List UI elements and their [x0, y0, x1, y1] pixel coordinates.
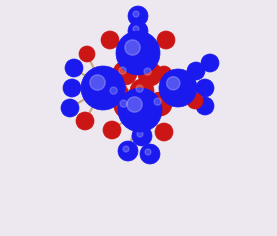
Circle shape [148, 92, 172, 116]
Circle shape [110, 87, 117, 94]
Circle shape [123, 146, 129, 152]
Circle shape [187, 93, 203, 109]
Circle shape [101, 31, 119, 49]
Circle shape [114, 94, 138, 118]
Circle shape [76, 112, 94, 130]
Circle shape [128, 21, 148, 41]
Circle shape [104, 81, 128, 105]
Circle shape [103, 121, 121, 139]
Circle shape [118, 88, 162, 132]
Circle shape [156, 66, 172, 82]
Circle shape [154, 98, 161, 105]
Circle shape [61, 99, 79, 117]
Circle shape [128, 6, 148, 26]
Circle shape [65, 59, 83, 77]
Circle shape [130, 79, 154, 103]
Circle shape [187, 62, 205, 80]
Circle shape [196, 79, 214, 97]
Circle shape [113, 61, 137, 85]
Circle shape [157, 31, 175, 49]
Circle shape [136, 85, 143, 92]
Circle shape [159, 69, 197, 107]
Circle shape [196, 97, 214, 115]
Circle shape [133, 11, 139, 17]
Circle shape [118, 141, 138, 161]
Circle shape [201, 54, 219, 72]
Circle shape [155, 123, 173, 141]
Circle shape [81, 66, 125, 110]
Circle shape [133, 26, 139, 32]
Circle shape [140, 144, 160, 164]
Circle shape [63, 79, 81, 97]
Circle shape [116, 31, 160, 75]
Circle shape [138, 62, 162, 86]
Circle shape [166, 77, 180, 90]
Circle shape [79, 46, 95, 62]
Circle shape [125, 40, 140, 55]
Circle shape [127, 97, 142, 112]
Circle shape [90, 75, 105, 90]
Circle shape [119, 67, 126, 74]
Circle shape [144, 68, 151, 75]
Circle shape [132, 126, 152, 146]
Circle shape [120, 100, 127, 107]
Circle shape [145, 149, 151, 155]
Circle shape [137, 131, 143, 137]
